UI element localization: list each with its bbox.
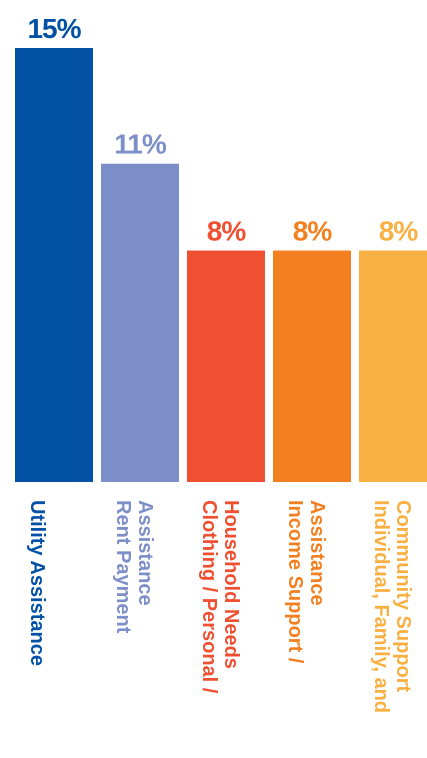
category-label-line: Assistance: [134, 500, 156, 606]
bar-4: [359, 250, 427, 482]
value-label-4: 8%: [379, 216, 419, 247]
category-label-3: Income Support / Assistance: [284, 500, 328, 664]
category-label-line: Household Needs: [220, 500, 242, 669]
value-label-1: 11%: [114, 129, 167, 160]
value-label-0: 15%: [27, 13, 81, 44]
category-label-2: Clothing / Personal / Household Needs: [198, 500, 242, 694]
bar-2: [187, 250, 265, 482]
category-label-line: Community Support: [392, 500, 414, 693]
category-label-line: Individual, Family, and: [370, 500, 392, 713]
bar-1: [101, 163, 179, 482]
category-label-line: Utility Assistance: [26, 500, 48, 666]
bar-3: [273, 250, 351, 482]
category-label-line: Rent Payment: [112, 500, 134, 634]
value-label-3: 8%: [293, 216, 333, 247]
category-label-0: Utility Assistance: [26, 500, 48, 666]
category-label-line: Clothing / Personal /: [198, 500, 220, 694]
category-label-4: Individual, Family, and Community Support: [370, 500, 414, 713]
bar-0: [15, 48, 93, 482]
category-label-line: Assistance: [306, 500, 328, 606]
category-label-1: Rent Payment Assistance: [112, 500, 156, 634]
value-label-2: 8%: [207, 216, 247, 247]
category-label-line: Income Support /: [284, 500, 306, 664]
